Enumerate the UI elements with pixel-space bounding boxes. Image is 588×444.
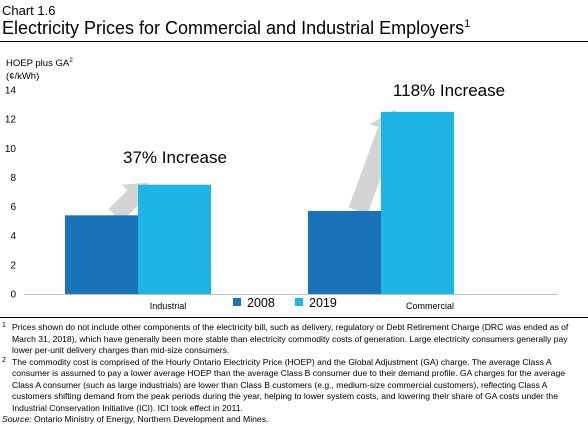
source-label: Source: xyxy=(2,414,32,424)
y-tick-label: 14 xyxy=(5,86,17,97)
y-tick-label: 6 xyxy=(10,202,16,213)
y-axis-label: HOEP plus GA2 (¢/kWh) xyxy=(6,57,73,82)
chart-label: Chart 1.6 xyxy=(2,3,56,18)
chart-title: Electricity Prices for Commercial and In… xyxy=(2,18,470,39)
y-tick-label: 2 xyxy=(10,260,16,271)
title-divider xyxy=(0,41,588,42)
bar-2019-industrial xyxy=(138,184,211,294)
annotation-2: 118% Increase xyxy=(393,81,505,100)
y-axis-label-line2: (¢/kWh) xyxy=(6,71,39,82)
chart-title-text: Electricity Prices for Commercial and In… xyxy=(2,18,465,38)
annotation-1: 37% Increase xyxy=(123,148,227,167)
y-axis-label-text: HOEP plus GA xyxy=(6,58,70,69)
y-tick-label: 10 xyxy=(5,144,17,155)
x-category-label: Industrial xyxy=(150,301,187,311)
footnote-2-marker: 2 xyxy=(2,356,6,364)
source-line: Source: Ontario Ministry of Energy, Nort… xyxy=(2,414,586,426)
footnotes: 1 Prices shown do not include other compo… xyxy=(2,322,586,426)
chart-title-footnote-marker: 1 xyxy=(464,18,471,30)
x-category-label: Commercial xyxy=(406,301,454,311)
bars xyxy=(65,111,454,294)
y-tick-label: 12 xyxy=(5,115,17,126)
footnote-1: 1 Prices shown do not include other compo… xyxy=(2,322,586,357)
footnote-1-text: Prices shown do not include other compon… xyxy=(12,322,569,355)
y-axis-ticks: 0 2 4 6 8 10 12 14 xyxy=(5,86,17,301)
legend: 2008 2019 xyxy=(233,296,337,310)
bar-2008-commercial xyxy=(308,210,381,294)
annotations: 37% Increase 118% Increase xyxy=(123,81,505,167)
bar-2019-commercial xyxy=(381,111,454,294)
source-text: Ontario Ministry of Energy, Northern Dev… xyxy=(31,414,269,424)
footnote-2-text: The commodity cost is comprised of the H… xyxy=(12,356,566,413)
x-axis-categories: Industrial Commercial xyxy=(150,301,454,311)
y-axis-label-line1: HOEP plus GA2 xyxy=(6,57,73,69)
y-tick-label: 8 xyxy=(10,173,16,184)
footnote-2: 2 The commodity cost is comprised of the … xyxy=(2,357,586,415)
legend-label-2008: 2008 xyxy=(247,296,275,310)
notes-divider xyxy=(0,317,588,318)
legend-swatch-2019 xyxy=(295,298,303,306)
y-axis-label-footnote-marker: 2 xyxy=(69,57,73,64)
bar-2008-industrial xyxy=(65,215,138,294)
legend-label-2019: 2019 xyxy=(309,296,337,310)
y-tick-label: 4 xyxy=(10,231,16,242)
footnote-1-marker: 1 xyxy=(2,322,6,329)
y-tick-label: 0 xyxy=(10,290,16,301)
legend-swatch-2008 xyxy=(233,298,241,306)
